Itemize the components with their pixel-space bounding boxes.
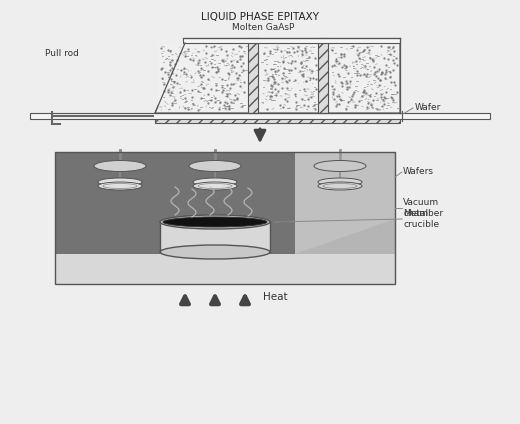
Bar: [55, 152, 295, 284]
Bar: [158, 44, 248, 112]
Bar: [160, 222, 270, 252]
Bar: [30, 113, 490, 119]
Bar: [248, 38, 258, 113]
Text: Metal
crucible: Metal crucible: [403, 209, 439, 229]
Bar: [318, 38, 328, 113]
Text: Heat: Heat: [263, 293, 288, 302]
Ellipse shape: [193, 182, 237, 190]
Bar: [329, 44, 399, 112]
Ellipse shape: [163, 217, 267, 227]
Ellipse shape: [98, 178, 142, 186]
Polygon shape: [295, 219, 395, 254]
Ellipse shape: [160, 245, 270, 259]
Ellipse shape: [94, 161, 146, 171]
Text: Pull rod: Pull rod: [45, 50, 79, 59]
Text: LIQUID PHASE EPITAXY: LIQUID PHASE EPITAXY: [201, 12, 319, 22]
Text: Wafers: Wafers: [403, 167, 434, 176]
Ellipse shape: [160, 215, 270, 229]
Text: Vacuum
chamber: Vacuum chamber: [403, 198, 443, 218]
Bar: [155, 113, 400, 123]
Text: Molten GaAsP: Molten GaAsP: [232, 23, 294, 32]
Polygon shape: [155, 43, 400, 113]
Bar: [295, 152, 395, 284]
Text: Wafer: Wafer: [415, 103, 441, 112]
Bar: [183, 38, 400, 43]
Ellipse shape: [314, 161, 366, 171]
Bar: [55, 152, 395, 284]
Ellipse shape: [193, 178, 237, 186]
Bar: [259, 44, 318, 112]
Ellipse shape: [318, 182, 362, 190]
Ellipse shape: [189, 161, 241, 171]
Ellipse shape: [318, 178, 362, 186]
Bar: [55, 254, 395, 284]
Ellipse shape: [98, 182, 142, 190]
